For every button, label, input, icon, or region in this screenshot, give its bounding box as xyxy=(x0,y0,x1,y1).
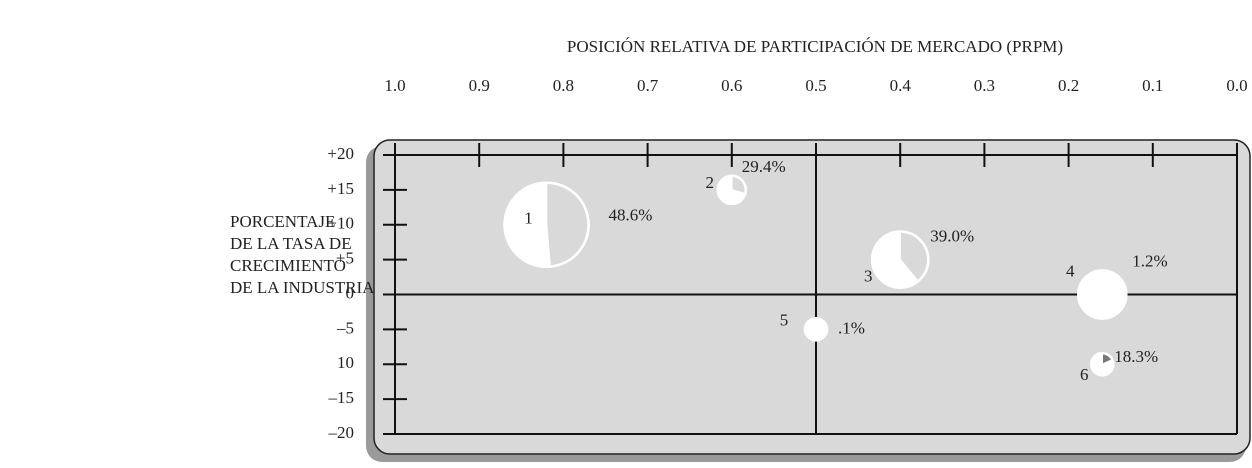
bubble-label: 6 xyxy=(1080,365,1089,384)
x-tick-label: 0.9 xyxy=(469,76,490,95)
x-tick-label: 0.3 xyxy=(974,76,995,95)
share-label: 18.3% xyxy=(1114,347,1158,366)
x-tick-label: 0.2 xyxy=(1058,76,1079,95)
y-tick-label: +10 xyxy=(327,214,354,233)
share-label: 39.0% xyxy=(930,227,974,246)
x-tick-label: 0.0 xyxy=(1226,76,1247,95)
bubble-label: 5 xyxy=(780,310,789,329)
y-tick-label: –15 xyxy=(328,388,355,407)
y-tick-label: +5 xyxy=(336,249,354,268)
y-tick-label: –20 xyxy=(328,423,355,442)
bubble-label: 1 xyxy=(524,209,533,228)
x-tick-label: 0.4 xyxy=(890,76,912,95)
share-label: 48.6% xyxy=(609,206,653,225)
share-label: 1.2% xyxy=(1132,251,1167,270)
y-tick-label: +20 xyxy=(327,144,354,163)
y-axis-label: PORCENTAJE xyxy=(230,212,335,231)
bubble-label: 2 xyxy=(706,173,715,192)
x-tick-label: 0.5 xyxy=(805,76,826,95)
bubble-label: 3 xyxy=(864,267,873,286)
share-label: .1% xyxy=(838,318,865,337)
bubble-label: 4 xyxy=(1066,261,1075,280)
share-label: 29.4% xyxy=(742,157,786,176)
y-axis-label: DE LA TASA DE xyxy=(230,234,352,253)
y-tick-label: +15 xyxy=(327,179,354,198)
x-tick-label: 0.7 xyxy=(637,76,659,95)
x-tick-label: 0.6 xyxy=(721,76,742,95)
x-tick-label: 0.8 xyxy=(553,76,574,95)
y-tick-label: 0 xyxy=(346,283,355,302)
x-tick-label: 0.1 xyxy=(1142,76,1163,95)
y-tick-label: 10 xyxy=(337,353,354,372)
y-tick-label: –5 xyxy=(336,318,354,337)
y-axis-label: CRECIMIENTO xyxy=(230,256,346,275)
chart-title: POSICIÓN RELATIVA DE PARTICIPACIÓN DE ME… xyxy=(567,37,1063,56)
x-tick-label: 1.0 xyxy=(384,76,405,95)
